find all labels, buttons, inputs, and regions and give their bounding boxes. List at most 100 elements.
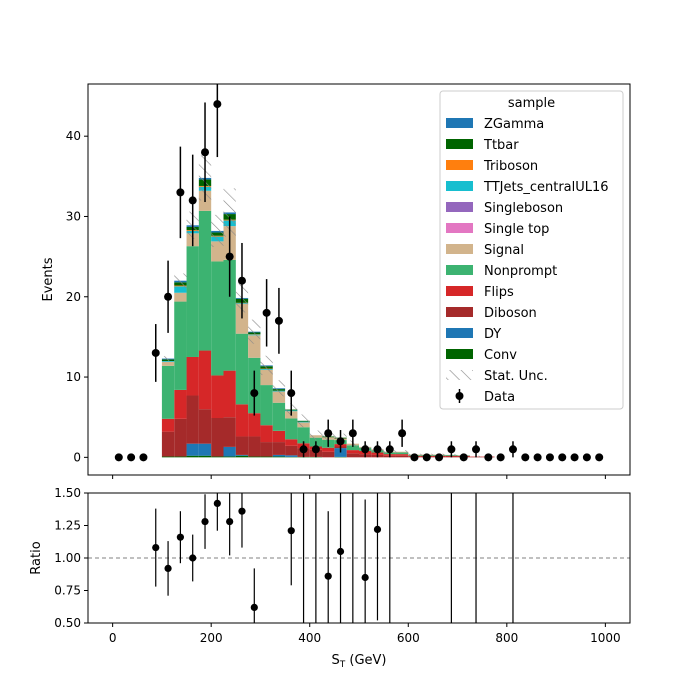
data-point [398,429,407,438]
bar-conv [174,456,187,458]
ratio-point [189,554,197,562]
data-point [188,196,197,205]
bar-dy [223,446,236,457]
data-point [114,453,123,462]
data-point [558,453,567,462]
bar-flips [346,450,359,454]
legend-label-flips: Flips [484,285,514,300]
y-tick-label: 0 [73,450,81,464]
data-point [508,445,517,454]
data-point [151,348,160,357]
data-point [361,445,370,454]
legend-label-data: Data [484,390,515,405]
data-point [324,429,333,438]
main-panel: 0 10 20 30 40 Events sample ZGamma Ttbar Tribos… [41,83,631,479]
bar-flips [285,439,298,446]
legend-title: sample [508,96,555,111]
main-y-axis-label: Events [41,257,56,301]
data-point [533,453,542,462]
ratio-y-axis-label: Ratio [29,541,44,574]
legend-swatch-signal [446,244,473,254]
legend-swatch-singleboson [446,202,473,212]
bar-conv [211,456,224,458]
legend-label-ttbar: Ttbar [483,138,519,153]
bar-dy [186,443,199,456]
data-point [299,445,308,454]
bar-dy [272,454,286,457]
bar-dy [235,454,249,456]
legend-swatch-dy [446,328,473,338]
legend-swatch-data [455,392,464,400]
main-plot-frame [87,83,631,476]
data-point [176,188,185,197]
bar-flips [260,425,273,443]
legend-swatch-ttjets-centralul16 [446,181,473,191]
legend-label-ttjets-centralul16: TTJets_centralUL16 [483,180,609,195]
ratio-point [324,572,332,580]
bar-nonprompt [285,418,298,440]
stat-unc-band [248,319,261,344]
stat-unc-band [174,273,187,288]
bar-diboson [322,451,335,458]
ratio-y-tick-label: 1.00 [54,551,81,565]
data-points [114,84,604,462]
data-point [484,453,493,462]
y-tick-label: 30 [66,209,81,223]
bar-diboson [395,455,409,458]
legend-swatch-stat-unc [446,370,473,380]
legend-swatch-conv [446,349,473,359]
data-point [348,429,357,438]
stat-unc-band [272,380,286,397]
data-point [447,445,456,454]
bar-diboson [285,445,298,456]
ratio-y-tick-label: 0.75 [54,584,81,598]
bar-conv [186,455,199,458]
data-point [545,453,554,462]
x-tick-label: 400 [298,631,321,645]
bar-diboson [161,431,175,457]
ratio-point [336,547,345,556]
x-tick-label: 0 [109,631,117,645]
ratio-x-axis: 0 200 400 600 800 1000 [109,623,621,645]
data-point [201,148,210,157]
stat-unc-band [309,430,323,441]
bar-nonprompt [272,402,286,431]
bar-nonprompt [346,445,359,451]
main-y-axis: 0 10 20 30 40 [66,129,88,464]
bar-diboson [260,442,273,457]
legend-swatch-ttbar [446,139,473,149]
data-point [595,453,604,462]
bar-nonprompt [174,301,187,390]
legend-label-diboson: Diboson [484,306,537,321]
bar-nonprompt [186,246,199,357]
stat-unc-band [395,450,409,454]
ratio-point [226,518,234,526]
bar-conv [272,456,286,458]
bar-dy [334,448,347,457]
data-point [422,453,431,462]
legend-label-signal: Signal [484,243,524,258]
ratio-y-tick-label: 1.50 [54,486,81,500]
ratio-y-tick-label: 0.50 [54,616,81,630]
ratio-point [176,533,184,541]
bar-diboson [198,409,212,444]
legend-label-single-top: Single top [484,222,549,237]
bar-flips [235,404,249,437]
x-tick-label: 200 [200,631,223,645]
legend-swatch-zgamma [446,118,473,128]
legend-label-dy: DY [484,327,501,342]
bar-dy [285,455,298,457]
ratio-point [250,603,258,612]
bar-signal [272,391,286,403]
bar-conv [223,456,236,458]
data-point [262,308,271,317]
bar-flips [248,413,261,437]
bar-diboson [186,395,199,444]
ratio-point [238,507,246,515]
data-point [311,445,320,454]
legend-label-singleboson: Singleboson [484,201,563,216]
legend: sample ZGamma Ttbar Triboson TTJets_centralU… [439,90,624,410]
data-point [139,453,148,462]
bar-ttjets-centralul16 [161,360,175,362]
